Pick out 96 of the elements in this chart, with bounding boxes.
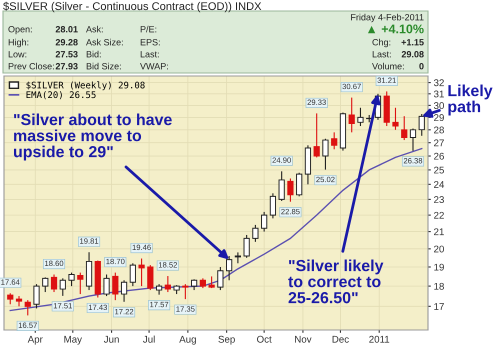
text: +1.15	[402, 39, 424, 46]
candlestick	[208, 276, 215, 289]
annotation: "Silver about to have massive move to upside to 29"	[14, 114, 172, 160]
y-tick-label: 25	[434, 166, 444, 174]
y-tick-label: 27	[434, 139, 444, 146]
text: Volume:	[372, 62, 404, 70]
candlestick	[120, 280, 128, 302]
text: Friday 4-Feb-2011	[351, 14, 424, 22]
x-tick-label: Dec	[332, 336, 349, 343]
text: EPS:	[140, 39, 160, 46]
candlestick	[226, 255, 232, 281]
text: 29.08	[402, 51, 424, 58]
candlestick	[156, 284, 162, 296]
y-tick-label: 17	[434, 303, 444, 310]
candlestick	[182, 284, 188, 300]
candlestick	[16, 296, 22, 307]
y-tick-label: 18	[434, 282, 444, 290]
y-tick-label: 30	[434, 102, 444, 110]
text: Bid Size:	[86, 62, 121, 70]
candlestick	[217, 266, 224, 291]
x-tick-label: 2011	[369, 336, 390, 343]
text: Last:	[140, 51, 159, 58]
candlestick	[322, 138, 329, 170]
candlestick	[357, 107, 364, 127]
y-tick-label: 28	[434, 126, 444, 134]
legend-label: EMA(20) 26.55	[26, 91, 96, 100]
candlestick	[147, 264, 154, 291]
text: 29.28	[56, 39, 78, 46]
candlestick	[60, 278, 66, 296]
x-tick-label: Apr	[28, 336, 43, 345]
candlestick	[270, 192, 276, 219]
x-tick-label: Nov	[295, 336, 312, 343]
text: Open:	[8, 26, 32, 34]
annotation: "Silver likely to correct to 25-26.50"	[288, 260, 384, 304]
x-tick-label: Aug	[179, 336, 196, 345]
candlestick	[401, 116, 408, 141]
y-tick-label: 21	[434, 228, 444, 236]
candlestick	[392, 107, 399, 130]
candlestick	[33, 284, 40, 309]
candlestick	[278, 170, 285, 202]
text: Ask:	[86, 26, 103, 32]
text: Bid:	[86, 50, 101, 58]
candlestick	[42, 276, 48, 293]
candlestick	[138, 258, 145, 287]
y-tick-label: 22	[434, 212, 444, 219]
candlestick	[244, 234, 250, 258]
y-tick-label: 31	[434, 90, 444, 98]
text: P/E:	[140, 26, 156, 32]
text: Last:	[372, 51, 391, 58]
candlestick	[164, 275, 171, 293]
x-tick-label: Jun	[104, 336, 119, 343]
text: Ask Size:	[86, 38, 123, 46]
candlestick	[112, 272, 118, 301]
candlestick	[234, 252, 241, 264]
candlestick	[77, 272, 84, 295]
candlestick	[68, 272, 75, 287]
candlestick	[287, 178, 294, 202]
text: 27.53	[56, 51, 78, 58]
candlestick	[24, 300, 31, 316]
y-tick-label: 20	[434, 246, 444, 252]
candlestick	[261, 211, 268, 232]
text: VWAP:	[140, 63, 168, 70]
x-tick-label: Sep	[218, 336, 235, 345]
candlestick	[130, 262, 136, 287]
candlestick	[410, 128, 416, 152]
candlestick	[103, 274, 110, 297]
x-tick-label: Oct	[257, 336, 272, 343]
text: 0	[419, 63, 424, 70]
text: Low:	[8, 51, 26, 58]
candlestick	[296, 172, 302, 197]
text: High:	[8, 38, 28, 48]
candlestick	[200, 278, 206, 289]
text: Chg:	[372, 38, 390, 48]
y-tick-label: 29	[434, 114, 444, 122]
candlestick	[314, 112, 320, 158]
candlestick	[348, 97, 355, 133]
candlestick	[252, 224, 259, 242]
candlestick	[418, 113, 425, 136]
text: ▲ +4.10%	[368, 24, 424, 34]
candlestick	[7, 292, 14, 305]
candlestick	[331, 132, 338, 150]
y-tick-label: 24	[434, 181, 444, 188]
text: Prev Close:	[8, 62, 54, 70]
y-tick-label: 19	[434, 264, 444, 271]
y-tick-label: 32	[434, 79, 444, 86]
x-tick-label: Jul	[143, 336, 155, 343]
y-tick-label: 23	[434, 196, 444, 204]
candlestick	[191, 278, 198, 291]
chart-title: $SILVER (Silver - Continuous Contract (EOD)) INDX	[3, 2, 262, 12]
legend-label: $SILVER (Weekly) 29.08	[26, 81, 145, 90]
text: 28.01	[56, 26, 78, 32]
y-tick-label: 26	[434, 152, 444, 160]
x-tick-label: May	[64, 336, 82, 345]
text: 27.93	[56, 63, 78, 70]
candlestick	[50, 274, 58, 293]
annotation: Likely path	[448, 84, 493, 116]
